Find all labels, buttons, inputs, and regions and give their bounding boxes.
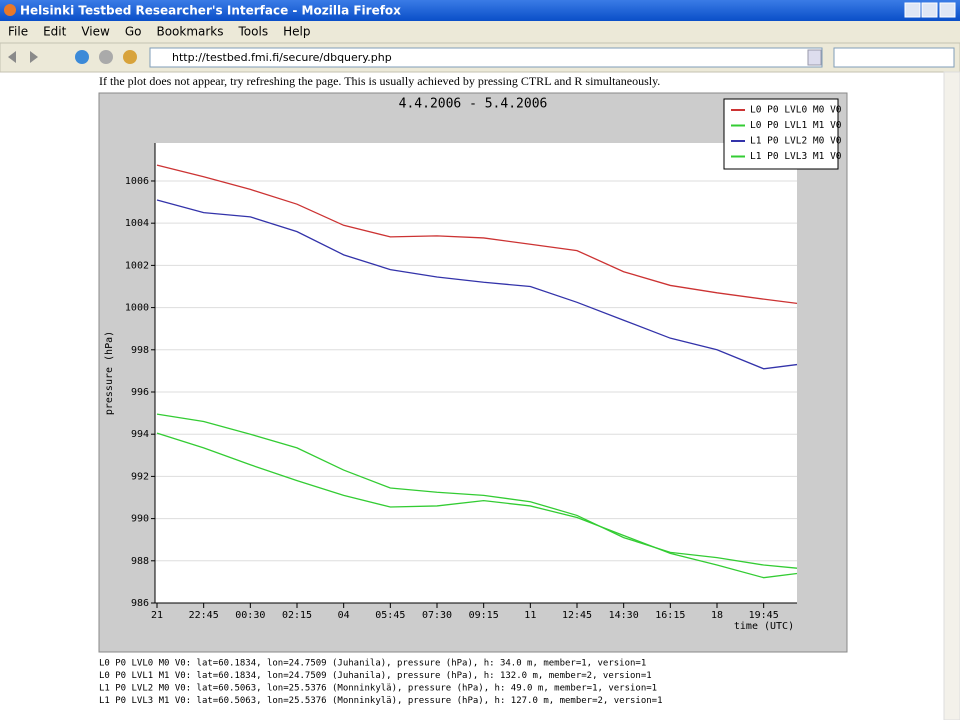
legend-label: L1 P0 LVL3 M1 V0 (750, 151, 842, 162)
footnotes: L0 P0 LVL0 M0 V0: lat=60.1834, lon=24.75… (99, 659, 663, 707)
menu-item[interactable]: File (8, 25, 28, 39)
footnote: L0 P0 LVL0 M0 V0: lat=60.1834, lon=24.75… (99, 659, 646, 669)
y-tick-label: 1000 (125, 303, 149, 314)
x-tick-label: 12:45 (562, 610, 592, 621)
series-line (156, 432, 798, 579)
x-tick-label: 04 (338, 610, 350, 621)
x-tick-label: 11 (524, 610, 536, 621)
y-tick-label: 994 (131, 429, 149, 440)
legend-label: L0 P0 LVL1 M1 V0 (750, 120, 842, 131)
x-tick-label: 19:45 (749, 610, 779, 621)
y-tick-label: 990 (131, 514, 149, 525)
close-button[interactable] (939, 2, 956, 18)
menu-item[interactable]: Edit (43, 25, 67, 39)
title-bar (0, 0, 960, 21)
menu-item[interactable]: Bookmarks (156, 25, 223, 39)
x-tick-label: 14:30 (609, 610, 639, 621)
series-line (156, 413, 798, 569)
x-tick-label: 16:15 (655, 610, 685, 621)
footnote: L1 P0 LVL3 M1 V0: lat=60.5063, lon=25.53… (99, 696, 663, 706)
search-box[interactable] (833, 47, 955, 68)
url: http://testbed.fmi.fi/secure/dbquery.php (172, 51, 392, 64)
plot-area (155, 143, 797, 603)
minimize-button[interactable] (904, 2, 921, 18)
y-tick-label: 996 (131, 387, 149, 398)
series-line (156, 164, 798, 305)
y-tick-label: 1004 (125, 218, 149, 229)
maximize-button[interactable] (921, 2, 938, 18)
x-tick-label: 05:45 (375, 610, 405, 621)
menu-item[interactable]: View (81, 25, 110, 39)
legend-label: L1 P0 LVL2 M0 V0 (750, 136, 842, 147)
menu-item[interactable]: Tools (238, 25, 269, 39)
chart-title: 4.4.2006 - 5.4.2006 (399, 97, 548, 112)
scrollbar[interactable] (943, 71, 960, 721)
x-tick-label: 21 (151, 610, 163, 621)
footnote: L1 P0 LVL2 M0 V0: lat=60.5063, lon=25.53… (99, 684, 657, 694)
back-forward-buttons[interactable] (8, 51, 38, 63)
app-icon (4, 4, 16, 16)
x-tick-label: 18 (711, 610, 723, 621)
menu: File Edit View Go Bookmarks Tools Help (8, 25, 310, 39)
x-tick-label: 22:45 (189, 610, 219, 621)
legend-label: L0 P0 LVL0 M0 V0 (750, 105, 842, 116)
lines (156, 164, 798, 579)
x-tick-label: 02:15 (282, 610, 312, 621)
url-dropdown[interactable] (807, 49, 822, 66)
y-tick-label: 1006 (125, 176, 149, 187)
y-axis-label: pressure (hPa) (104, 331, 115, 415)
x-tick-label: 09:15 (469, 610, 499, 621)
menu-bar (0, 21, 960, 43)
y-tick-label: 988 (131, 556, 149, 567)
x-tick-label: 00:30 (235, 610, 265, 621)
footnote: L0 P0 LVL1 M1 V0: lat=60.1834, lon=24.75… (99, 671, 652, 681)
y-tick-label: 986 (131, 598, 149, 609)
window-title: Helsinki Testbed Researcher's Interface … (20, 4, 401, 18)
reload-button[interactable] (75, 50, 89, 64)
stop-button[interactable] (99, 50, 113, 64)
y-tick-label: 1002 (125, 260, 149, 271)
axes: 986 988 990 992 994 996 998 1000 1002 1004 1006 21 2… (125, 143, 797, 621)
home-button[interactable] (123, 50, 137, 64)
notice: If the plot does not appear, try refresh… (99, 74, 660, 88)
x-axis-label: time (UTC) (734, 621, 794, 632)
menu-item[interactable]: Go (125, 25, 142, 39)
y-tick-label: 992 (131, 471, 149, 482)
url-box[interactable] (149, 47, 823, 68)
x-tick-label: 07:30 (422, 610, 452, 621)
menu-item[interactable]: Help (283, 25, 310, 39)
legend: L0 P0 LVL0 M0 V0 L0 P0 LVL1 M1 V0 L1 P0 LV… (723, 98, 842, 170)
y-tick-label: 998 (131, 345, 149, 356)
series-line (156, 199, 798, 370)
